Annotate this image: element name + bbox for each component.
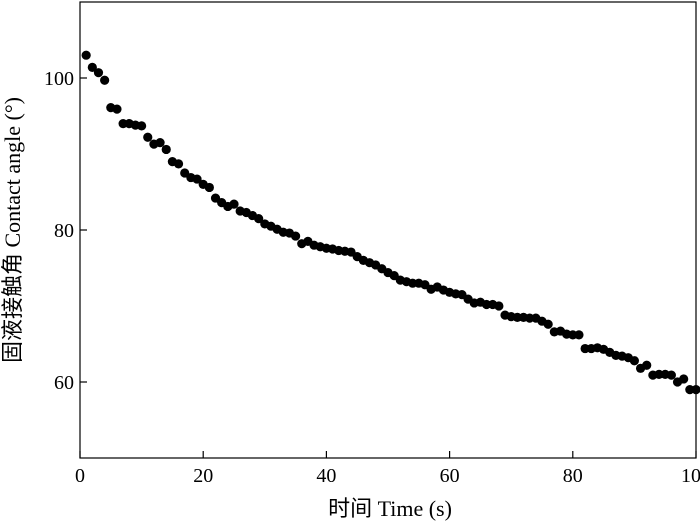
data-point	[204, 182, 214, 193]
data-point	[87, 62, 97, 72]
x-tick-label: 60	[440, 465, 460, 487]
data-point	[161, 144, 171, 155]
data-points	[81, 50, 700, 395]
data-point	[137, 121, 147, 131]
data-point	[543, 319, 553, 329]
data-point	[93, 68, 104, 78]
x-axis: 0 20 40 60 80 100	[75, 451, 700, 487]
x-tick-label: 20	[193, 465, 213, 487]
plot-frame	[79, 1, 697, 459]
data-point	[666, 370, 676, 380]
data-point	[679, 374, 689, 384]
data-point	[112, 104, 122, 114]
y-axis-label: 固液接触角 Contact angle (°)	[0, 97, 25, 363]
x-axis-label: 时间 Time (s)	[328, 496, 452, 521]
y-tick-label: 100	[44, 68, 74, 90]
data-point	[691, 385, 700, 395]
data-point	[254, 214, 264, 224]
data-point	[100, 75, 110, 85]
data-point	[229, 199, 239, 209]
data-point	[173, 159, 184, 169]
data-point	[494, 301, 504, 311]
data-point	[81, 50, 91, 60]
data-point	[143, 132, 153, 142]
x-tick-label: 80	[563, 465, 583, 487]
data-point	[155, 138, 165, 148]
data-point	[192, 174, 202, 184]
data-point	[291, 231, 301, 241]
y-tick-label: 60	[54, 372, 74, 394]
x-tick-label: 0	[75, 465, 85, 487]
y-tick-label: 80	[54, 220, 74, 242]
x-tick-label: 100	[681, 465, 700, 487]
y-axis: 60 80 100	[44, 68, 87, 394]
x-tick-label: 40	[316, 465, 336, 487]
data-point	[642, 360, 652, 370]
data-point	[574, 330, 584, 340]
data-point	[629, 356, 640, 366]
